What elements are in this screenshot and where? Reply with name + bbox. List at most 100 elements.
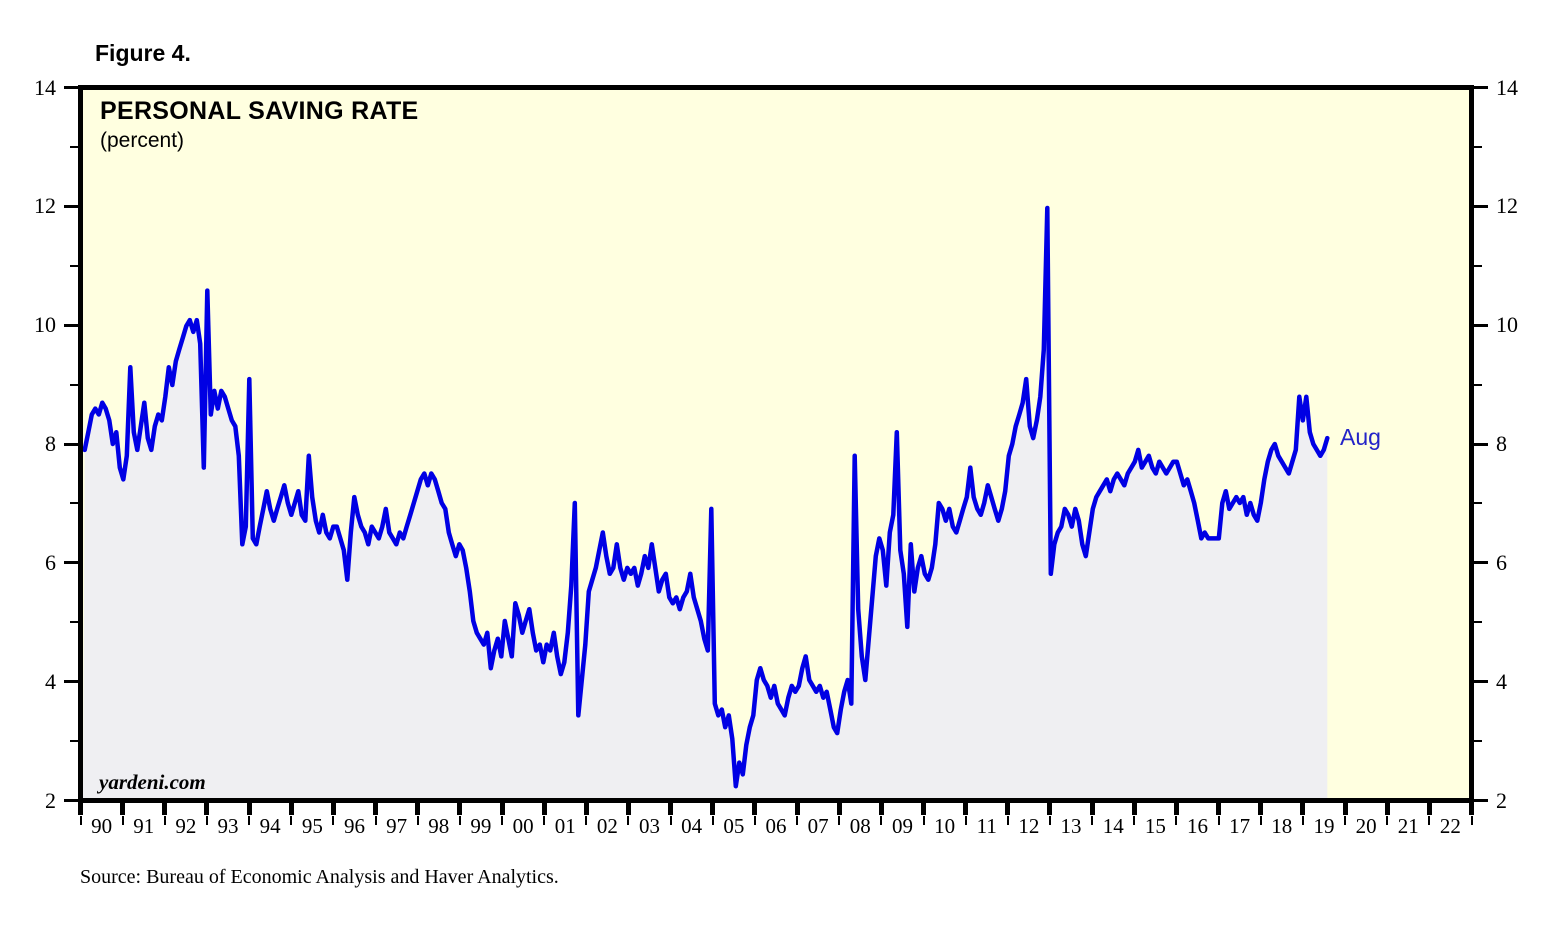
x-axis-year-label: 18: [1271, 814, 1293, 838]
x-axis-year-tick-extension: [1470, 816, 1473, 825]
x-axis-year-tick-extension: [1344, 816, 1347, 825]
y-axis-major-tick-right: [1474, 799, 1488, 802]
x-axis-year-label: 09: [891, 814, 913, 838]
x-axis-year-label: 99: [470, 814, 492, 838]
x-axis-year-label: 96: [343, 814, 365, 838]
x-axis-year-tick: [541, 803, 547, 815]
x-axis-year-tick-extension: [1386, 816, 1389, 825]
x-axis-year-label: 97: [386, 814, 408, 838]
y-axis-minor-tick-left: [70, 264, 78, 267]
x-axis-year-tick: [1258, 803, 1264, 815]
y-axis-label-right: 4: [1496, 668, 1507, 694]
x-axis-year-tick: [1300, 803, 1306, 815]
x-axis-year-tick-extension: [458, 816, 461, 825]
y-axis-label-right: 8: [1496, 431, 1507, 456]
x-axis-year-tick: [204, 803, 210, 815]
x-axis-year-label: 03: [639, 814, 661, 838]
x-axis-year-tick: [1005, 803, 1011, 815]
x-axis-year-tick: [1384, 803, 1390, 815]
x-axis-year-label: 17: [1229, 814, 1251, 838]
x-axis-year-tick-extension: [416, 816, 419, 825]
x-axis-year-label: 95: [301, 814, 323, 838]
x-axis-year-tick-extension: [205, 816, 208, 825]
x-axis-year-tick: [415, 803, 421, 815]
x-axis-year-tick: [1426, 803, 1432, 815]
x-axis-year-tick-extension: [1428, 816, 1431, 825]
x-axis-year-tick: [457, 803, 463, 815]
x-axis-year-label: 90: [91, 814, 113, 838]
x-axis-year-tick-extension: [163, 816, 166, 825]
x-axis-year-label: 10: [934, 814, 956, 838]
x-axis-year-label: 20: [1355, 814, 1377, 838]
y-axis-label-right: 10: [1496, 312, 1518, 338]
x-axis-year-label: 16: [1187, 814, 1208, 838]
y-axis-label-right: 2: [1496, 787, 1507, 813]
x-axis-year-tick-extension: [1048, 816, 1051, 825]
x-axis-year-tick-extension: [838, 816, 841, 825]
y-axis-major-tick-left: [64, 86, 78, 89]
x-axis-year-tick: [330, 803, 336, 815]
x-axis-year-tick-extension: [332, 816, 335, 825]
y-axis-label-left: 10: [34, 312, 56, 338]
x-axis-year-tick-extension: [290, 816, 293, 825]
x-axis-year-tick: [162, 803, 168, 815]
y-axis-major-tick-right: [1474, 442, 1488, 446]
x-axis-year-tick-extension: [1133, 816, 1136, 825]
x-axis-year-label: 01: [554, 814, 576, 838]
y-axis-major-tick-right: [1474, 86, 1488, 89]
y-axis-label-left: 14: [34, 74, 56, 100]
x-axis-year-tick: [710, 803, 716, 815]
x-axis-year-label: 94: [259, 814, 281, 838]
x-axis-year-tick: [583, 803, 589, 815]
y-axis-label-left: 4: [45, 668, 56, 694]
x-axis-year-label: 21: [1397, 814, 1419, 838]
x-axis-year-tick-extension: [796, 816, 799, 825]
x-axis-year-tick: [1089, 803, 1095, 815]
x-axis-year-tick-extension: [79, 816, 82, 825]
x-axis-year-label: 04: [681, 814, 703, 838]
saving-rate-area-fill: [83, 208, 1328, 798]
x-axis-year-label: 07: [807, 814, 829, 838]
x-axis-year-tick: [1469, 803, 1474, 815]
y-axis-label-right: 6: [1496, 549, 1507, 575]
y-axis-major-tick-left: [64, 204, 78, 208]
source-note: Source: Bureau of Economic Analysis and …: [80, 866, 559, 888]
y-axis-major-tick-left: [64, 561, 78, 565]
y-axis-label-left: 8: [45, 431, 56, 456]
y-axis-label-left: 2: [45, 787, 56, 813]
x-axis-year-label: 12: [1018, 814, 1040, 838]
x-axis-year-tick-extension: [501, 816, 503, 825]
x-axis-year-tick: [1131, 803, 1137, 815]
x-axis-year-label: 14: [1102, 814, 1124, 838]
y-axis-major-tick-right: [1474, 680, 1488, 684]
x-axis-year-tick-extension: [669, 816, 672, 825]
x-axis-year-tick: [668, 803, 674, 815]
x-axis-year-tick-extension: [627, 816, 630, 825]
x-axis-year-tick-extension: [880, 816, 883, 825]
x-axis-year-tick-extension: [585, 816, 588, 825]
x-axis-year-tick: [921, 803, 927, 815]
y-axis-minor-tick-right: [1474, 264, 1482, 267]
y-axis-minor-tick-left: [70, 502, 78, 505]
chart-title: PERSONAL SAVING RATE: [100, 97, 419, 125]
x-axis-year-tick: [1342, 803, 1348, 815]
x-axis-year-label: 91: [133, 814, 155, 838]
x-axis-year-tick-extension: [374, 816, 377, 825]
x-axis-year-label: 98: [428, 814, 450, 838]
y-axis-major-tick-left: [64, 799, 78, 802]
x-axis-year-tick: [373, 803, 379, 815]
x-axis-year-label: 08: [849, 814, 871, 838]
x-axis-year-tick: [1173, 803, 1179, 815]
y-axis-major-tick-left: [64, 680, 78, 684]
y-axis-minor-tick-left: [70, 621, 78, 624]
x-axis-year-tick-extension: [964, 816, 967, 825]
y-axis-minor-tick-right: [1474, 145, 1482, 148]
y-axis-label-left: 6: [45, 549, 56, 575]
x-axis-year-tick: [625, 803, 631, 815]
last-point-annotation: Aug: [1340, 424, 1381, 450]
x-axis-year-tick: [120, 803, 126, 815]
x-axis-year-tick: [288, 803, 294, 815]
chart-subtitle: (percent): [100, 129, 185, 152]
x-axis-year-tick-extension: [1006, 816, 1009, 825]
y-axis-major-tick-right: [1474, 561, 1488, 565]
